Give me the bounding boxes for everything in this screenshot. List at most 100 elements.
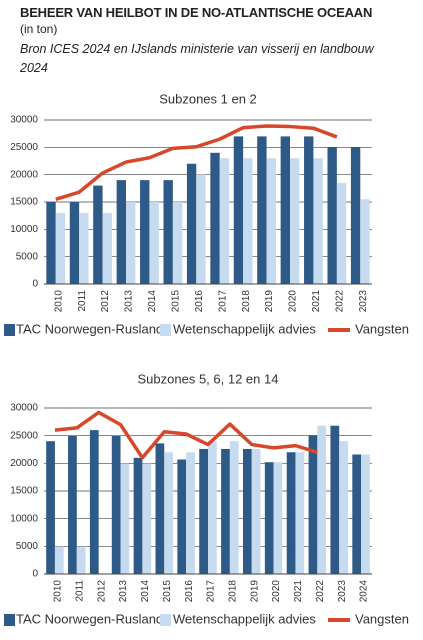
x-tick-label: 2020 (288, 290, 299, 313)
legend-label: Vangsten (355, 321, 409, 336)
bar (242, 448, 252, 574)
bar (186, 452, 195, 574)
y-tick-label: 0 (32, 569, 38, 580)
x-tick-label: 2019 (249, 580, 260, 603)
bar (233, 136, 244, 284)
legend-label: TAC Noorwegen-Rusland (16, 611, 163, 626)
bar (89, 430, 99, 574)
x-tick-label: 2015 (162, 580, 173, 603)
bar (140, 180, 150, 284)
bar (76, 546, 86, 574)
chart-title: Subzones 1 en 2 (159, 91, 257, 106)
bar (102, 212, 112, 284)
y-tick-label: 25000 (10, 142, 38, 153)
bar (163, 180, 173, 284)
legend-swatch (160, 324, 171, 336)
x-tick-label: 2011 (77, 290, 88, 312)
x-tick-label: 2018 (228, 580, 239, 603)
bar (273, 462, 283, 574)
x-tick-label: 2015 (170, 290, 181, 313)
bar (93, 185, 103, 284)
bar (116, 180, 126, 284)
line (54, 410, 318, 460)
legend-label: Wetenschappelijk advies (173, 611, 316, 626)
bar (361, 454, 370, 574)
bar (264, 462, 274, 574)
legend-swatch (4, 614, 15, 626)
subtitle: (in ton) (20, 22, 58, 36)
x-tick-label: 2012 (100, 290, 111, 313)
bar (317, 425, 327, 574)
y-tick-label: 5000 (16, 251, 39, 262)
bar (199, 448, 208, 574)
bar (133, 457, 143, 574)
line (55, 124, 338, 201)
y-tick-label: 30000 (10, 115, 38, 126)
x-tick-label: 2019 (264, 290, 275, 313)
bar (186, 163, 197, 284)
x-tick-label: 2016 (184, 580, 195, 603)
bar (155, 443, 165, 574)
bar (286, 452, 296, 574)
bar (336, 182, 347, 284)
bar (177, 459, 187, 574)
header: BEHEER VAN HEILBOT IN DE NO-ATLANTISCHE … (20, 5, 420, 78)
x-tick-label: 2020 (271, 580, 282, 603)
bar (69, 202, 80, 284)
bar (54, 546, 64, 574)
x-tick-label: 2022 (334, 290, 345, 313)
bar (46, 202, 56, 284)
x-tick-label: 2021 (293, 580, 304, 603)
bar (330, 425, 340, 574)
bar (229, 441, 239, 574)
chart-title: Subzones 5, 6, 12 en 14 (138, 371, 279, 386)
bar (339, 441, 348, 574)
bar (327, 147, 337, 284)
y-tick-label: 20000 (10, 169, 38, 180)
bar (360, 199, 370, 284)
legend-swatch (4, 324, 15, 336)
bar (164, 452, 174, 574)
bar (308, 435, 318, 574)
legend-label: TAC Noorwegen-Rusland (16, 321, 163, 336)
y-tick-label: 30000 (10, 403, 38, 414)
y-tick-label: 25000 (10, 430, 38, 441)
bar (111, 435, 121, 574)
bar (280, 136, 290, 284)
bar (257, 136, 267, 284)
x-tick-label: 2018 (241, 290, 252, 313)
bar (208, 441, 217, 574)
y-tick-label: 5000 (16, 541, 39, 552)
x-tick-label: 2013 (118, 580, 129, 603)
bar (196, 174, 206, 284)
bar (55, 212, 66, 284)
bar (266, 158, 276, 284)
title: BEHEER VAN HEILBOT IN DE NO-ATLANTISCHE … (20, 5, 373, 20)
bar (68, 435, 77, 574)
bar (251, 448, 261, 574)
x-tick-label: 2023 (337, 580, 348, 603)
x-tick-label: 2013 (124, 290, 135, 313)
x-tick-label: 2014 (147, 290, 158, 313)
bar (243, 158, 253, 284)
bar (221, 448, 230, 574)
legend-label: Vangsten (355, 611, 409, 626)
y-tick-label: 10000 (10, 224, 38, 235)
legend-swatch (160, 614, 171, 626)
x-tick-label: 2016 (194, 290, 205, 313)
bar (46, 441, 55, 574)
x-tick-label: 2011 (74, 580, 85, 602)
bar (210, 152, 220, 284)
y-tick-label: 20000 (10, 458, 38, 469)
bar (120, 463, 130, 574)
source: Bron ICES 2024 en IJslands ministerie va… (20, 42, 374, 75)
legend-label: Wetenschappelijk advies (173, 321, 316, 336)
x-tick-label: 2010 (53, 290, 64, 313)
x-tick-label: 2010 (53, 580, 64, 603)
y-tick-label: 15000 (10, 486, 38, 497)
bar (313, 158, 323, 284)
y-tick-label: 15000 (10, 197, 38, 208)
bar (79, 212, 89, 284)
